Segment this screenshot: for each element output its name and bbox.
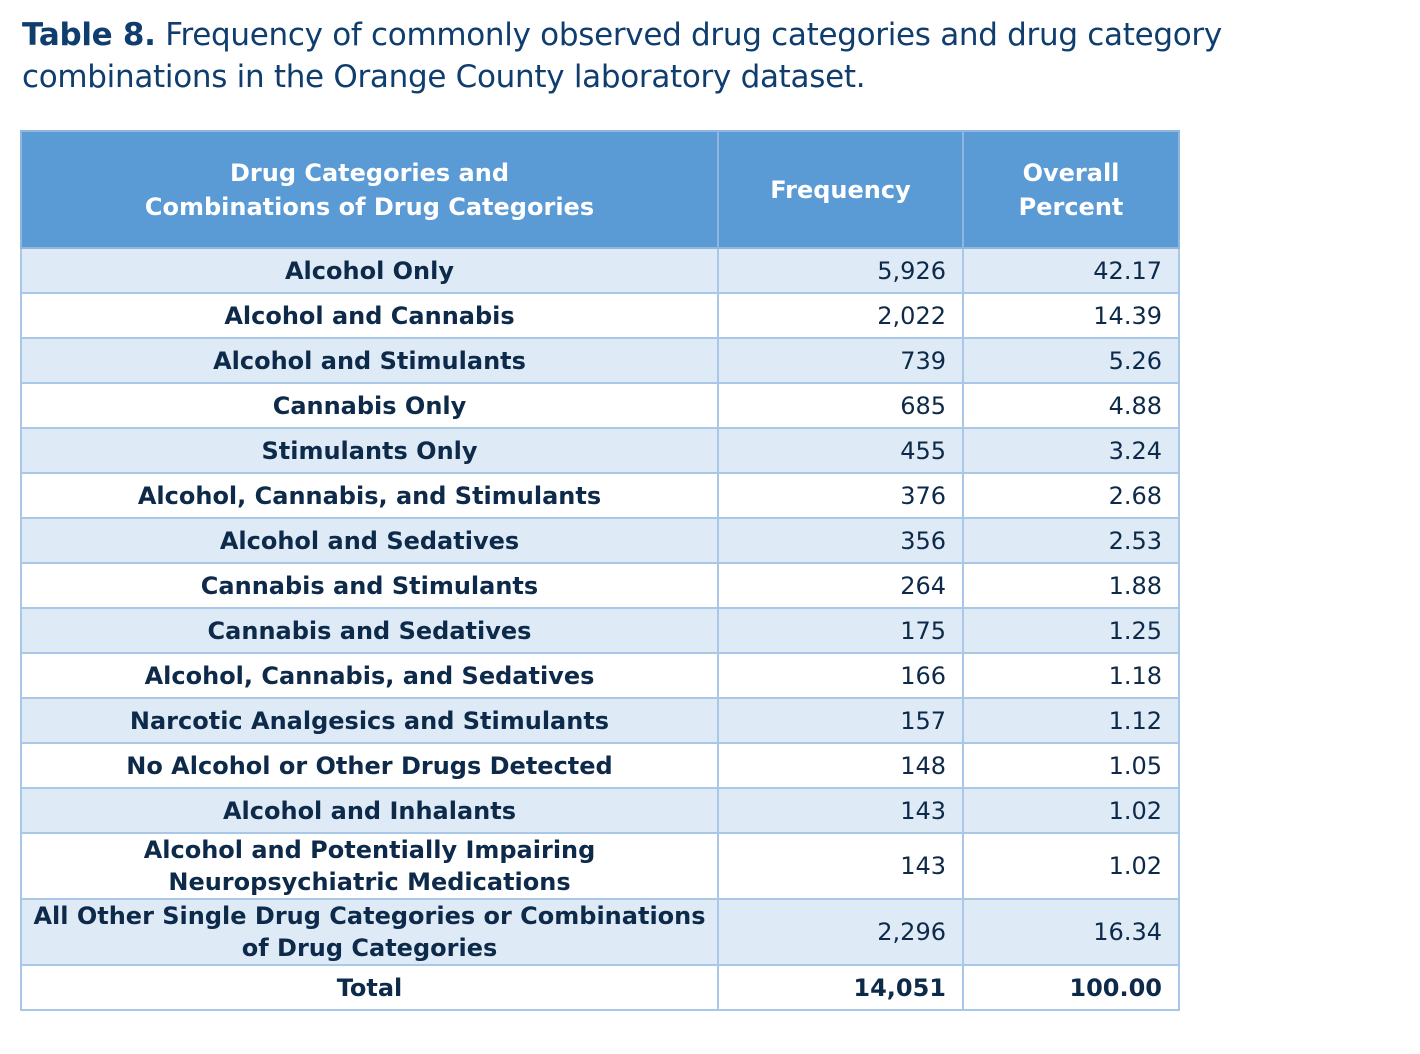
row-percent: 4.88 bbox=[962, 382, 1180, 429]
row-category: Cannabis and Sedatives bbox=[20, 607, 719, 654]
row-category: Alcohol and Stimulants bbox=[20, 337, 719, 384]
table-caption: Table 8. Frequency of commonly observed … bbox=[22, 14, 1412, 98]
row-category: No Alcohol or Other Drugs Detected bbox=[20, 742, 719, 789]
row-percent: 1.02 bbox=[962, 832, 1180, 900]
row-frequency: 166 bbox=[717, 652, 964, 699]
row-frequency: 157 bbox=[717, 697, 964, 744]
table-row: Alcohol and Cannabis 2,022 14.39 bbox=[20, 292, 1180, 339]
row-percent: 1.05 bbox=[962, 742, 1180, 789]
table-row: Narcotic Analgesics and Stimulants 157 1… bbox=[20, 697, 1180, 744]
row-category: Narcotic Analgesics and Stimulants bbox=[20, 697, 719, 744]
row-frequency: 455 bbox=[717, 427, 964, 474]
row-percent: 3.24 bbox=[962, 427, 1180, 474]
header-drug-categories: Drug Categories and Combinations of Drug… bbox=[20, 130, 719, 249]
row-category: Alcohol, Cannabis, and Stimulants bbox=[20, 472, 719, 519]
row-category: All Other Single Drug Categories or Comb… bbox=[20, 898, 719, 966]
row-frequency: 356 bbox=[717, 517, 964, 564]
row-frequency: 264 bbox=[717, 562, 964, 609]
table-row: Cannabis Only 685 4.88 bbox=[20, 382, 1180, 429]
header-category-line1: Drug Categories and bbox=[229, 158, 510, 187]
row-category: Alcohol and Cannabis bbox=[20, 292, 719, 339]
row-category: Cannabis and Stimulants bbox=[20, 562, 719, 609]
row-category: Alcohol and Inhalants bbox=[20, 787, 719, 834]
caption-text: Frequency of commonly observed drug cate… bbox=[22, 17, 1222, 95]
row-percent: 2.53 bbox=[962, 517, 1180, 564]
row-frequency: 175 bbox=[717, 607, 964, 654]
row-frequency: 739 bbox=[717, 337, 964, 384]
row-frequency: 2,022 bbox=[717, 292, 964, 339]
row-frequency: 5,926 bbox=[717, 247, 964, 294]
total-percent: 100.00 bbox=[962, 964, 1180, 1011]
row-percent: 2.68 bbox=[962, 472, 1180, 519]
table-row: Alcohol and Potentially Impairing Neurop… bbox=[20, 832, 1180, 900]
total-frequency: 14,051 bbox=[717, 964, 964, 1011]
caption-label: Table 8. bbox=[22, 17, 156, 53]
row-percent: 1.02 bbox=[962, 787, 1180, 834]
row-percent: 1.18 bbox=[962, 652, 1180, 699]
table-row: Alcohol, Cannabis, and Sedatives 166 1.1… bbox=[20, 652, 1180, 699]
total-label: Total bbox=[20, 964, 719, 1011]
row-frequency: 148 bbox=[717, 742, 964, 789]
table-row: Alcohol and Sedatives 356 2.53 bbox=[20, 517, 1180, 564]
table-row: Cannabis and Sedatives 175 1.25 bbox=[20, 607, 1180, 654]
row-category: Alcohol and Potentially Impairing Neurop… bbox=[20, 832, 719, 900]
row-frequency: 2,296 bbox=[717, 898, 964, 966]
header-category-line2: Combinations of Drug Categories bbox=[144, 192, 595, 221]
row-frequency: 143 bbox=[717, 787, 964, 834]
table-row: Alcohol, Cannabis, and Stimulants 376 2.… bbox=[20, 472, 1180, 519]
row-percent: 1.25 bbox=[962, 607, 1180, 654]
header-percent-line2: Percent bbox=[1018, 192, 1124, 221]
header-percent-line1: Overall bbox=[1022, 158, 1120, 187]
table-header-row: Drug Categories and Combinations of Drug… bbox=[20, 130, 1180, 249]
row-category: Cannabis Only bbox=[20, 382, 719, 429]
row-percent: 1.12 bbox=[962, 697, 1180, 744]
row-percent: 1.88 bbox=[962, 562, 1180, 609]
table-row: Stimulants Only 455 3.24 bbox=[20, 427, 1180, 474]
header-overall-percent: Overall Percent bbox=[962, 130, 1180, 249]
row-category: Alcohol, Cannabis, and Sedatives bbox=[20, 652, 719, 699]
table-row: Cannabis and Stimulants 264 1.88 bbox=[20, 562, 1180, 609]
row-percent: 16.34 bbox=[962, 898, 1180, 966]
row-frequency: 376 bbox=[717, 472, 964, 519]
table-row: Alcohol and Inhalants 143 1.02 bbox=[20, 787, 1180, 834]
row-percent: 42.17 bbox=[962, 247, 1180, 294]
row-frequency: 685 bbox=[717, 382, 964, 429]
table-row: No Alcohol or Other Drugs Detected 148 1… bbox=[20, 742, 1180, 789]
table-row: All Other Single Drug Categories or Comb… bbox=[20, 898, 1180, 966]
table-row: Alcohol Only 5,926 42.17 bbox=[20, 247, 1180, 294]
row-category: Alcohol and Sedatives bbox=[20, 517, 719, 564]
row-frequency: 143 bbox=[717, 832, 964, 900]
row-category: Alcohol Only bbox=[20, 247, 719, 294]
row-category: Stimulants Only bbox=[20, 427, 719, 474]
row-percent: 5.26 bbox=[962, 337, 1180, 384]
table-total-row: Total 14,051 100.00 bbox=[20, 964, 1180, 1011]
frequency-table-container: Drug Categories and Combinations of Drug… bbox=[20, 130, 1180, 1011]
header-frequency: Frequency bbox=[717, 130, 964, 249]
table-row: Alcohol and Stimulants 739 5.26 bbox=[20, 337, 1180, 384]
drug-frequency-table: Drug Categories and Combinations of Drug… bbox=[20, 130, 1180, 1011]
row-percent: 14.39 bbox=[962, 292, 1180, 339]
